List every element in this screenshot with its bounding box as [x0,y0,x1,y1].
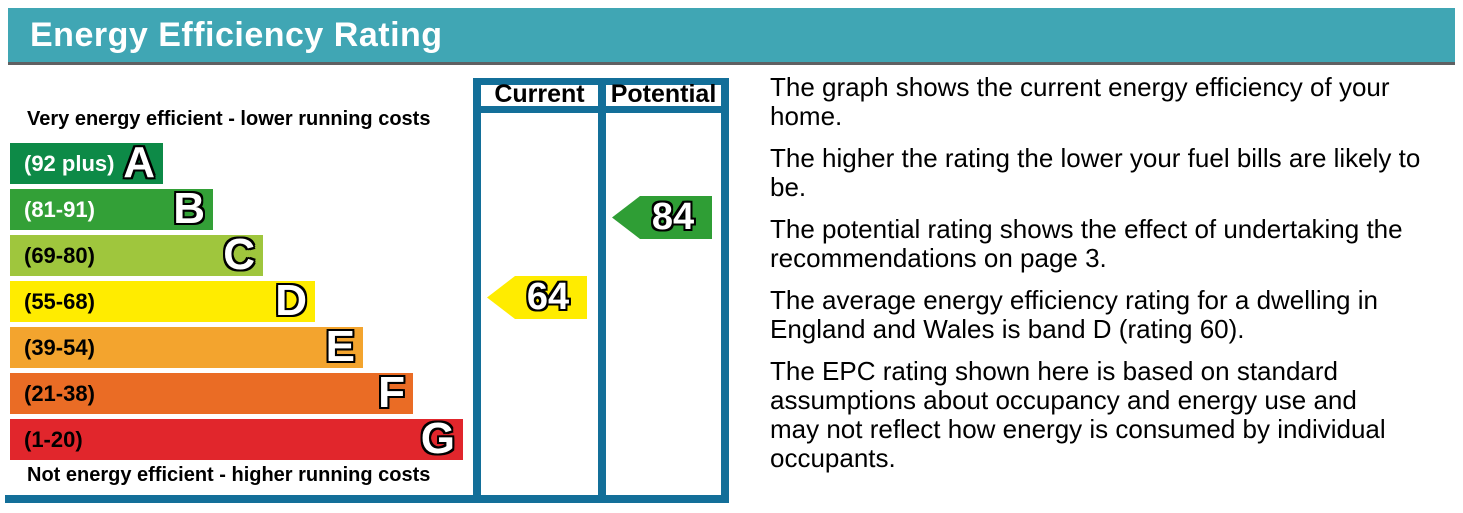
band-row-f: (21-38) F [10,369,413,417]
band-range-label: (69-80) [24,242,95,268]
band-range-label: (92 plus) [24,150,115,176]
band-letter: G [420,414,455,463]
description-paragraph: The potential rating shows the effect of… [770,214,1403,273]
header-bar: Energy Efficiency Rating [8,8,1455,65]
band-row-a: (92 plus) A [10,139,163,187]
band-range-label: (1-20) [24,426,83,452]
frame-bottom-line [5,495,729,503]
potential-column-header: Potential [610,80,717,108]
band-row-d: (55-68) D [10,277,315,325]
frame-vertical-line-middle [598,78,606,503]
description-paragraph: The EPC rating shown here is based on st… [770,356,1386,473]
current-column-header: Current [494,80,585,108]
current-rating-value: 64 [526,276,570,318]
top-caption: Very energy efficient - lower running co… [27,108,431,130]
potential-rating-arrow: 84 [612,196,712,239]
band-letter: B [173,184,205,233]
description-paragraph: The graph shows the current energy effic… [770,72,1390,131]
band-letter: F [378,368,405,417]
frame-vertical-line-right [721,78,729,503]
band-range-label: (39-54) [24,334,95,360]
band-letter: C [223,230,255,279]
band-letter: D [275,276,307,325]
band-letter: A [123,138,155,187]
band-row-g: (1-20) G [10,415,463,463]
current-rating-arrow: 64 [487,276,587,319]
band-row-b: (81-91) B [10,185,213,233]
frame-vertical-line-left [473,78,481,503]
description-paragraph: The average energy efficiency rating for… [770,285,1378,344]
band-letter: E [325,322,355,371]
description-paragraph: The higher the rating the lower your fue… [770,143,1421,202]
frame-top-line [473,78,729,85]
page-title: Energy Efficiency Rating [30,16,443,54]
band-range-label: (21-38) [24,380,95,406]
band-row-e: (39-54) E [10,323,363,371]
frame-header-separator-line [473,106,729,113]
description-text-block: The graph shows the current energy effic… [770,73,1463,486]
bottom-caption: Not energy efficient - higher running co… [27,464,431,486]
potential-rating-value: 84 [651,196,695,238]
band-row-c: (69-80) C [10,231,263,279]
band-range-label: (81-91) [24,196,95,222]
band-range-label: (55-68) [24,288,95,314]
